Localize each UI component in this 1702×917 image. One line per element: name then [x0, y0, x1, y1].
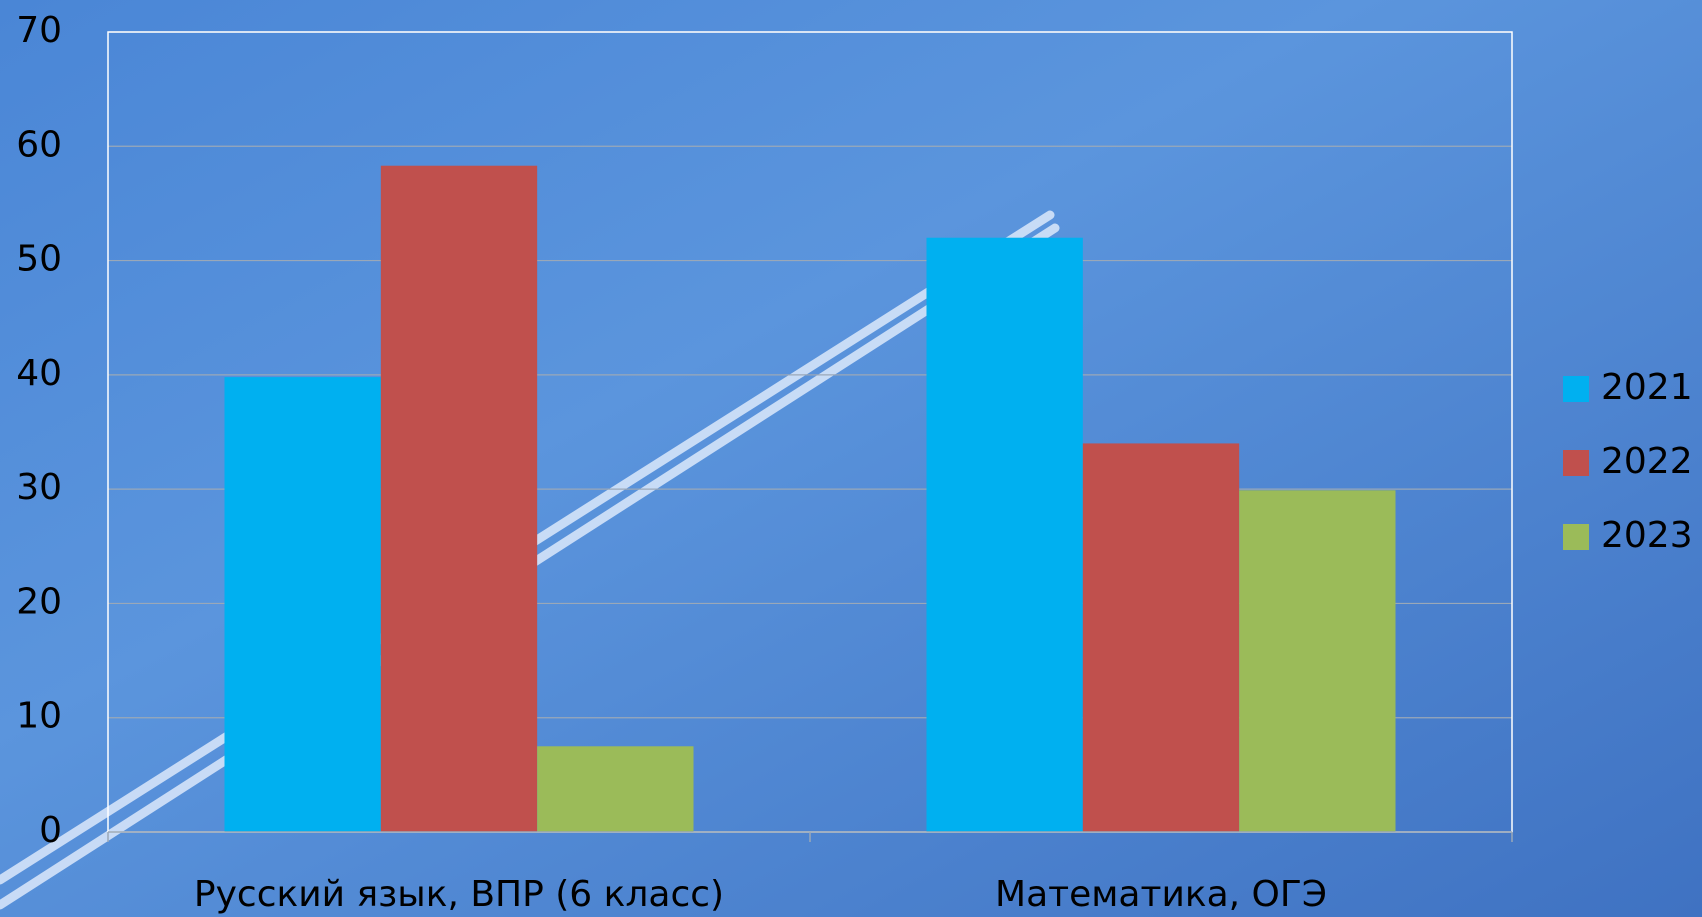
x-tick-label: Математика, ОГЭ: [995, 874, 1327, 915]
legend-swatch: [1563, 450, 1589, 476]
x-tick-label: Русский язык, ВПР (6 класс): [194, 874, 724, 915]
y-tick-label: 30: [16, 467, 62, 508]
y-tick-label: 70: [16, 10, 62, 51]
bar: [1082, 443, 1240, 832]
legend-label: 2022: [1601, 441, 1693, 482]
legend-swatch: [1563, 376, 1589, 402]
legend-swatch: [1563, 524, 1589, 550]
y-tick-label: 10: [16, 696, 62, 737]
y-tick-label: 0: [39, 810, 62, 851]
y-tick-label: 20: [16, 581, 62, 622]
y-tick-label: 60: [16, 124, 62, 165]
bar: [380, 165, 538, 832]
bar: [537, 746, 694, 832]
bar: [926, 237, 1083, 832]
legend-label: 2021: [1601, 367, 1693, 408]
bar: [1239, 490, 1396, 832]
bar: [224, 377, 381, 832]
y-tick-label: 40: [16, 353, 62, 394]
legend-label: 2023: [1601, 515, 1693, 556]
y-tick-label: 50: [16, 239, 62, 280]
